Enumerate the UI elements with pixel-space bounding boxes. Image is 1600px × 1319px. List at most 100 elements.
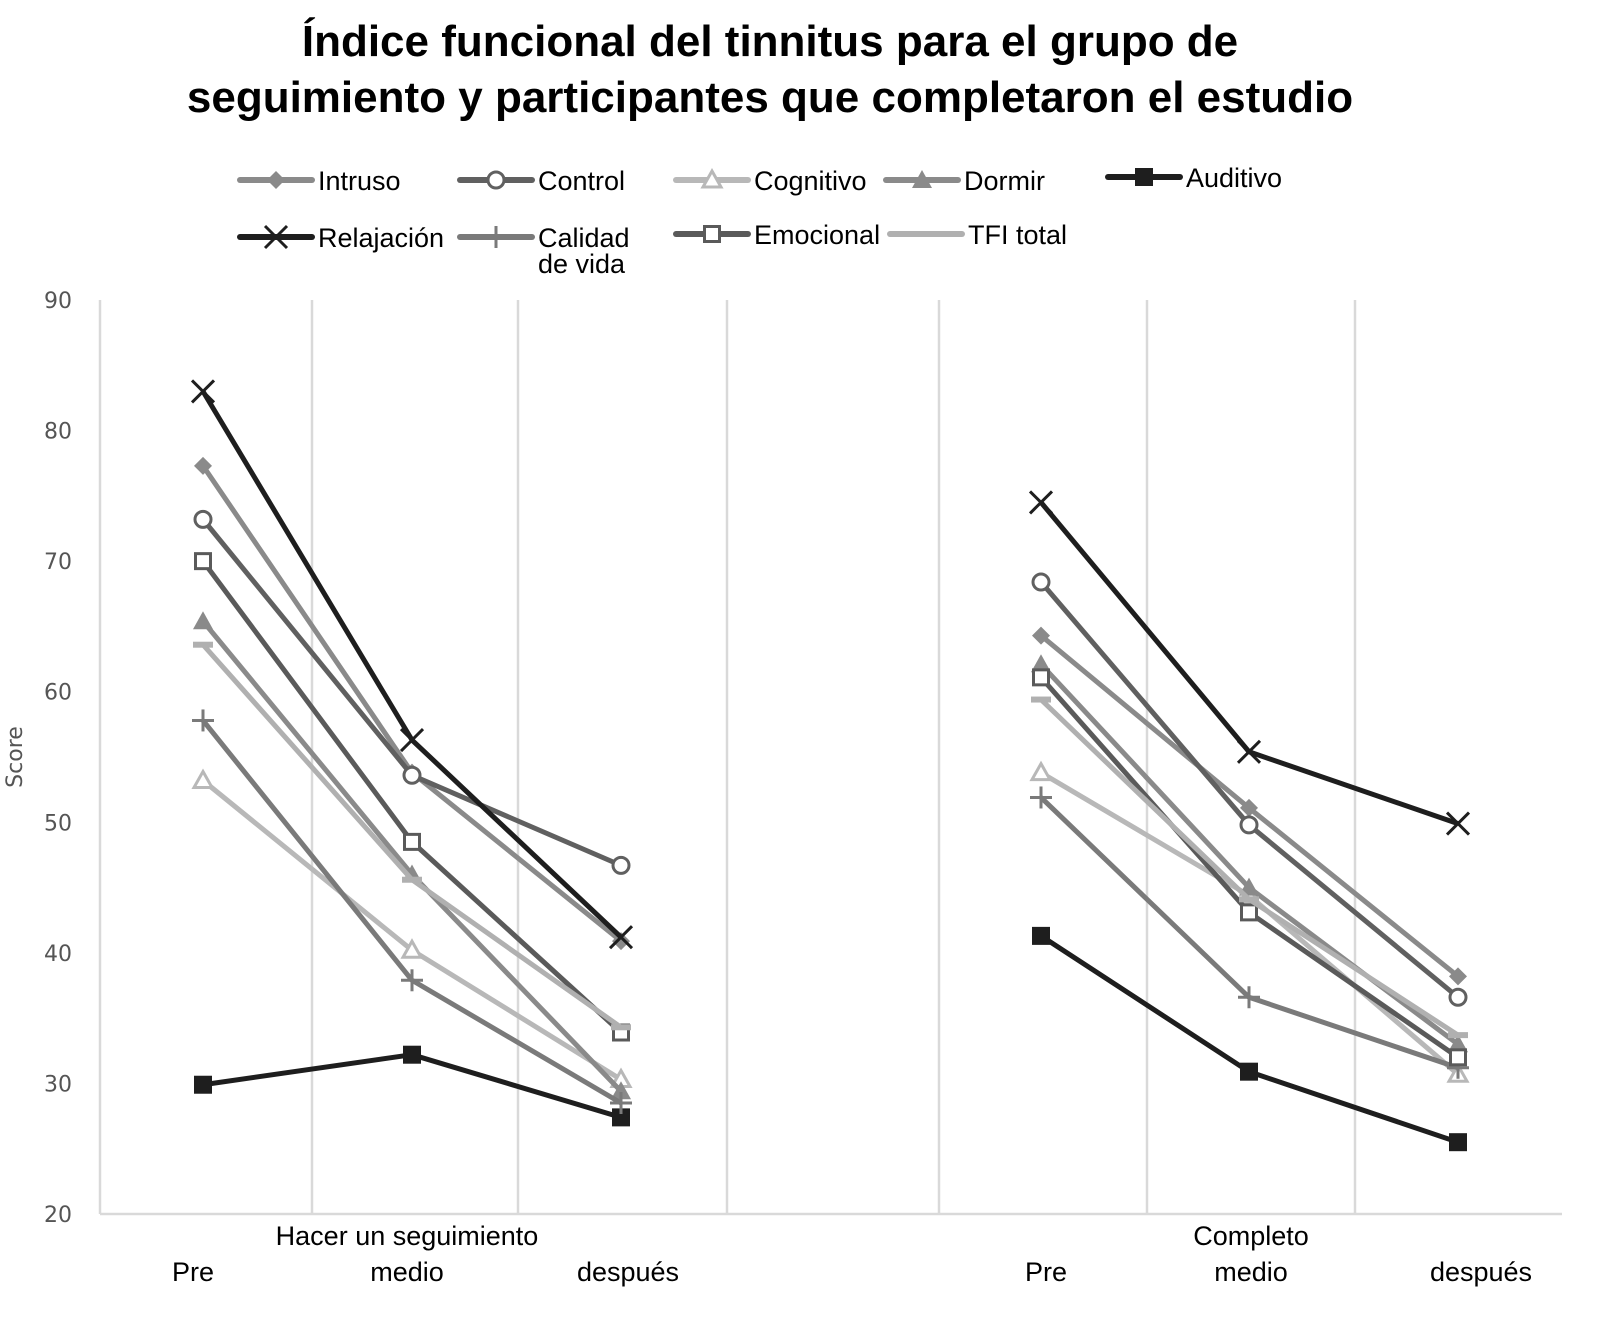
data-point: [193, 641, 213, 648]
y-tick-label: 60: [44, 681, 72, 706]
marker-stroke: [399, 727, 425, 753]
data-point: [1030, 786, 1052, 809]
data-point: [401, 969, 423, 992]
legend-label: Calidad: [538, 223, 630, 253]
data-point: [1240, 903, 1258, 922]
legend-label: Emocional: [754, 220, 880, 250]
legend-item: TFI total: [887, 220, 1067, 250]
legend-marker: [486, 170, 506, 190]
legend-label: Dormir: [964, 166, 1045, 196]
series-line: [200, 390, 623, 940]
data-point: [192, 709, 214, 732]
data-point: [1448, 987, 1468, 1007]
legend-label: Intruso: [318, 166, 401, 196]
series-line: [1039, 500, 1459, 826]
series-cognitivo: [191, 760, 1470, 1089]
legend-item: Auditivo: [1105, 163, 1282, 193]
data-point: [399, 727, 425, 753]
x-tick-label: Pre: [172, 1257, 214, 1287]
x-tick-label: después: [577, 1257, 679, 1287]
data-point: [1239, 896, 1259, 903]
legend-marker: [263, 224, 289, 250]
legend-label: TFI total: [968, 220, 1067, 250]
data-point: [1032, 626, 1050, 645]
series-tfi-total: [193, 641, 1468, 1039]
data-point: [612, 932, 630, 951]
y-tick-label: 80: [44, 420, 72, 445]
y-tick-label: 40: [44, 942, 72, 967]
x-tick-label: después: [1430, 1257, 1532, 1287]
legend-label: Cognitivo: [754, 166, 867, 196]
data-point: [612, 1108, 630, 1127]
series-line: [1039, 933, 1459, 1145]
chart-title-line-2: seguimiento y participantes que completa…: [186, 73, 1354, 122]
data-point: [611, 1081, 631, 1100]
y-tick-label: 30: [44, 1072, 72, 1097]
series-line: [201, 619, 623, 1093]
data-point: [1028, 490, 1054, 515]
data-point: [191, 768, 215, 790]
series-calidad-de-vida: [192, 709, 1469, 1115]
data-point: [1032, 926, 1050, 945]
marker-stroke: [1028, 490, 1054, 515]
data-point: [1031, 572, 1051, 592]
marker-stroke: [608, 925, 634, 950]
data-point: [1236, 739, 1262, 764]
series-line: [201, 517, 622, 868]
data-point: [193, 509, 213, 529]
x-group-label: Completo: [1193, 1221, 1309, 1251]
x-group-label: Hacer un seguimiento: [276, 1221, 539, 1251]
data-point: [1240, 798, 1258, 817]
data-point: [402, 876, 422, 883]
y-tick-label: 50: [44, 811, 72, 836]
data-point: [611, 855, 631, 875]
legend-label: Relajación: [318, 223, 444, 253]
series-control: [193, 509, 1468, 1007]
data-point: [1449, 1048, 1467, 1067]
data-point: [1238, 986, 1260, 1009]
legend-marker: [485, 226, 507, 248]
legend-item: Cognitivo: [673, 166, 867, 196]
legend-marker: [703, 225, 721, 243]
data-point: [611, 1024, 631, 1031]
data-point: [610, 1092, 632, 1115]
legend-marker: [912, 170, 932, 188]
data-point: [1240, 1062, 1258, 1081]
y-tick-label: 20: [44, 1203, 72, 1228]
series-line: [1039, 580, 1460, 1000]
x-tick-label: Pre: [1025, 1257, 1067, 1287]
y-axis-label: Score: [3, 726, 28, 788]
legend-label: Control: [538, 166, 625, 196]
data-point: [608, 925, 634, 950]
data-point: [194, 456, 212, 475]
series-line: [201, 778, 623, 1082]
data-point: [403, 832, 421, 851]
legend-label: de vida: [538, 249, 626, 279]
legend-marker: [267, 171, 285, 189]
series-emocional: [194, 552, 1467, 1067]
data-point: [194, 1075, 212, 1094]
marker-stroke: [263, 224, 289, 250]
data-point: [190, 379, 216, 404]
data-point: [193, 611, 213, 630]
data-point: [1449, 1133, 1467, 1152]
data-point: [1449, 967, 1467, 986]
legend-item: Emocional: [673, 220, 880, 250]
data-point: [1448, 1032, 1468, 1039]
data-point: [1239, 815, 1259, 835]
data-point: [1031, 696, 1051, 703]
data-point: [402, 765, 422, 785]
legend-marker: [1135, 168, 1153, 186]
data-point: [1445, 811, 1471, 836]
data-point: [1029, 760, 1053, 782]
legend-label: Auditivo: [1186, 163, 1282, 193]
legend-item: Control: [457, 166, 625, 196]
marker-stroke: [1236, 739, 1262, 764]
x-tick-label: medio: [370, 1257, 444, 1287]
series-dormir: [193, 611, 1468, 1100]
chart-title-line-1: Índice funcional del tinnitus para el gr…: [301, 17, 1239, 66]
y-tick-label: 70: [44, 550, 72, 575]
legend-item: Relajación: [237, 223, 444, 253]
data-point: [1031, 654, 1051, 673]
